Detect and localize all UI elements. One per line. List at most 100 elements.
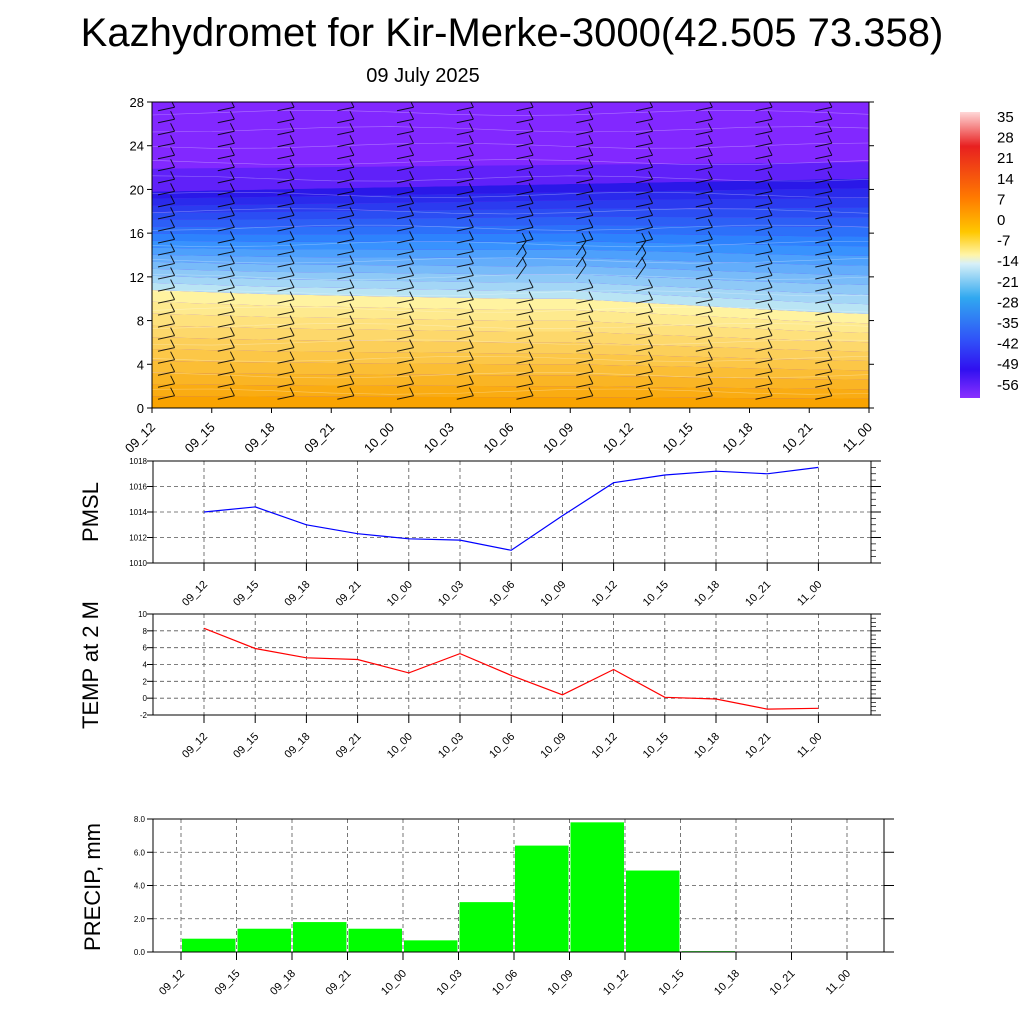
- wind-barb: [456, 102, 474, 112]
- wind-barb: [396, 110, 415, 124]
- wind-barb: [277, 219, 295, 232]
- precip-bar: [182, 938, 236, 952]
- wind-barb: [456, 159, 474, 172]
- wind-barb: [157, 327, 176, 340]
- wind-barb: [157, 375, 176, 388]
- wind-barb: [875, 292, 892, 304]
- heatmap-xtick-label: 10_03: [421, 420, 457, 456]
- wind-barb: [695, 351, 713, 364]
- heatmap-ytick-label: 20: [130, 182, 144, 197]
- precip-bar: [237, 928, 291, 952]
- cold-layer-band: [152, 240, 869, 256]
- wind-barb: [277, 195, 295, 208]
- panel-frame: [152, 460, 872, 564]
- wind-barb: [576, 147, 594, 160]
- wind-barb: [815, 147, 833, 160]
- heatmap-ytick-label: 12: [130, 270, 144, 285]
- xtick-label: 10_06: [487, 731, 517, 761]
- colorbar-label: -42: [997, 336, 1019, 353]
- wind-barb: [695, 387, 713, 400]
- wind-barb: [875, 256, 892, 268]
- heatmap-ytick-label: 28: [130, 95, 144, 110]
- wind-barb: [875, 304, 892, 316]
- wind-barb: [635, 231, 654, 244]
- wind-barb: [695, 315, 713, 328]
- xtick-label: 10_09: [538, 731, 568, 761]
- ytick-label: 1012: [129, 534, 147, 543]
- ytick-label: -2: [140, 711, 148, 720]
- wind-barb: [875, 244, 892, 256]
- wind-barb: [576, 303, 594, 316]
- wind-barb: [815, 123, 833, 136]
- xtick-label: 10_03: [436, 579, 466, 609]
- wind-barb: [337, 291, 355, 304]
- wind-barb: [157, 110, 176, 124]
- wind-barb: [695, 195, 713, 208]
- wind-barb: [875, 219, 892, 231]
- wind-barb: [815, 339, 833, 352]
- xtick-label: 10_15: [657, 968, 687, 998]
- contour-line: [152, 388, 869, 395]
- xtick-label: 09_12: [157, 968, 187, 998]
- wind-barb: [695, 207, 713, 220]
- wind-barb: [815, 255, 833, 268]
- wind-barb: [815, 243, 833, 256]
- contour-line: [152, 159, 869, 165]
- colorbar-label: -28: [997, 294, 1019, 311]
- wind-barb: [755, 351, 773, 364]
- wind-barb: [396, 102, 415, 112]
- xtick-label: 09_21: [334, 731, 364, 761]
- wind-barb: [755, 123, 773, 136]
- xtick-label: 09_21: [334, 579, 364, 609]
- xtick-label: 10_15: [641, 731, 671, 761]
- wind-barb: [635, 171, 654, 184]
- warm-layer-band: [152, 313, 869, 343]
- wind-barb: [456, 123, 474, 136]
- xtick-label: 10_21: [743, 731, 773, 761]
- ytick-label: 1016: [129, 483, 147, 492]
- page-title: Kazhydromet for Kir-Merke-3000(42.505 73…: [80, 11, 944, 55]
- wind-barb: [815, 279, 833, 292]
- wind-barb: [695, 159, 713, 172]
- wind-barb: [456, 171, 474, 184]
- y-axis-label: PRECIP, mm: [80, 823, 105, 951]
- wind-barb: [217, 159, 235, 172]
- wind-barb: [755, 231, 773, 244]
- precip-panel: 0.0 2.0 4.0 6.0 8.0 09_12 09_15 09_18 09_21 10_00…: [80, 815, 894, 998]
- xtick-label: 10_18: [712, 968, 742, 998]
- wind-barb: [277, 303, 295, 316]
- date-label: 09 July 2025: [366, 65, 480, 87]
- wind-barb: [815, 327, 833, 340]
- wind-barb: [576, 110, 594, 124]
- wind-barb: [456, 110, 474, 124]
- wind-barb: [576, 231, 594, 244]
- wind-barb: [695, 183, 713, 196]
- wind-barb: [456, 267, 474, 280]
- wind-barb: [576, 102, 594, 112]
- wind-barb: [755, 303, 773, 316]
- wind-barb: [337, 231, 355, 244]
- xtick-label: 09_18: [282, 579, 312, 609]
- wind-barb: [217, 171, 235, 184]
- wind-barb: [456, 363, 474, 376]
- wind-barb: [277, 207, 295, 220]
- heatmap-xtick-label: 10_06: [480, 420, 516, 456]
- wind-barb: [396, 375, 415, 388]
- wind-barb: [875, 99, 892, 111]
- wind-barb: [815, 207, 833, 220]
- wind-barb: [576, 375, 594, 388]
- wind-barb: [635, 147, 654, 160]
- ytick-label: 10: [138, 610, 147, 619]
- wind-barb: [815, 291, 833, 304]
- wind-barb: [157, 102, 176, 112]
- wind-barb: [815, 231, 833, 244]
- wind-barb: [755, 387, 773, 400]
- xtick-label: 11_00: [795, 579, 825, 609]
- wind-barb: [695, 147, 713, 160]
- wind-barb: [576, 291, 594, 304]
- wind-barb: [337, 110, 355, 124]
- wind-barb: [576, 207, 594, 220]
- xtick-label: 09_18: [268, 968, 298, 998]
- wind-barb: [277, 339, 295, 352]
- temp-panel: -2 0 2 4 6 8 10 09_12 09_15 09_18 09_21 10_00 10_03 1…: [78, 601, 881, 761]
